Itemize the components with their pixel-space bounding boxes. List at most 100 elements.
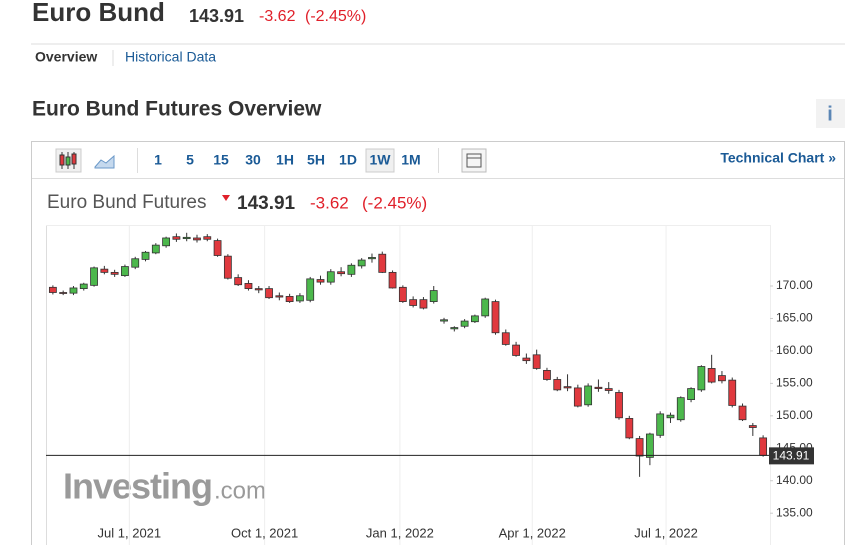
layout-button[interactable] [461, 148, 487, 173]
chart-title: Euro Bund Futures [47, 192, 206, 213]
candle-body [656, 413, 665, 436]
candle-body [718, 375, 726, 382]
candle-body [357, 259, 366, 267]
x-tick-label: Jan 1, 2022 [366, 525, 434, 540]
candle-body [759, 437, 768, 456]
candle-body [625, 418, 634, 439]
tab[interactable]: Historical Data [125, 49, 216, 65]
tab[interactable]: Overview [35, 49, 97, 65]
interval-button[interactable]: 1 [154, 152, 162, 168]
candle-body [573, 387, 582, 407]
candle-body [429, 290, 438, 302]
x-tick-label: Oct 1, 2021 [231, 525, 298, 540]
candle-body [409, 299, 418, 306]
candle-body [491, 301, 500, 334]
interval-button[interactable]: 1H [276, 152, 294, 168]
header-change: -3.62 [259, 8, 296, 25]
layout-icon [466, 153, 482, 168]
area-icon[interactable] [94, 154, 115, 169]
candle-body [244, 283, 253, 290]
candle-body [203, 236, 212, 240]
candle-body [676, 397, 685, 421]
watermark: .com [214, 477, 266, 504]
candle-body [234, 277, 243, 286]
candle-body [460, 320, 469, 327]
candle-body [748, 425, 757, 428]
candle-body [141, 251, 150, 260]
info-button[interactable] [816, 99, 845, 128]
candle-body [584, 385, 593, 406]
candle-body [79, 283, 88, 290]
candle-body [316, 279, 325, 283]
header-divider [31, 43, 845, 45]
x-tick-label: Apr 1, 2022 [499, 525, 566, 540]
down-arrow [222, 195, 230, 201]
header-change-pct: (-2.45%) [305, 8, 366, 25]
candle-body [162, 237, 171, 247]
y-tick-label: 150.00 [776, 408, 813, 422]
chart-price: 143.91 [237, 193, 296, 214]
candle-body [100, 268, 109, 273]
candle-body [738, 405, 747, 421]
candle-body [604, 388, 613, 391]
candle-body [213, 240, 222, 256]
candle-body [687, 388, 695, 401]
last-price-box [769, 447, 814, 465]
candle-body [151, 244, 160, 254]
candle-body [522, 357, 531, 362]
candle-body [182, 236, 191, 240]
candle-body [265, 288, 273, 299]
candle-body [326, 271, 335, 283]
candle-body [337, 271, 345, 275]
y-tick-label: 160.00 [776, 343, 813, 357]
interval-button[interactable]: 1D [339, 152, 357, 168]
candle-body [471, 315, 479, 323]
candle-body [728, 379, 737, 406]
interval-selected [365, 148, 395, 173]
candle-body [378, 253, 387, 273]
candle-body [121, 266, 129, 277]
interval-button[interactable]: 5H [307, 152, 325, 168]
candle-body [594, 386, 603, 389]
candle-body [388, 271, 397, 289]
candle-body [440, 319, 448, 322]
candle-body [131, 258, 140, 268]
candle-body [707, 368, 716, 383]
candle-body [553, 379, 562, 391]
candle-body [275, 295, 284, 298]
instrument-title: Euro Bund [32, 0, 165, 27]
y-tick-label: 135.00 [776, 505, 813, 519]
info-icon[interactable]: i [827, 103, 833, 125]
candle-body [563, 386, 572, 389]
chart-change: -3.62 [310, 193, 349, 212]
candle-body [666, 414, 675, 419]
candle-body [512, 344, 520, 356]
y-tick-label: 155.00 [776, 376, 813, 390]
candle-body [193, 237, 201, 241]
candle-body [48, 286, 57, 293]
y-tick-label: 140.00 [776, 473, 813, 487]
candle-body [532, 354, 541, 369]
watermark: Investing [63, 466, 212, 507]
y-tick-label: 170.00 [776, 278, 813, 292]
candle-body [172, 236, 181, 240]
interval-group: 1 5 15 30 1H 5H 1D 1W 1M [154, 148, 421, 173]
candle-body [501, 332, 510, 345]
candle-body [419, 299, 428, 309]
interval-button[interactable]: 1M [401, 152, 420, 168]
interval-button[interactable]: 30 [245, 152, 261, 168]
y-tick-label: 165.00 [776, 311, 813, 325]
interval-button[interactable]: 5 [186, 152, 194, 168]
interval-button[interactable]: 1W [370, 152, 392, 168]
candle-body [69, 287, 78, 294]
x-tick-label: Jul 1, 2022 [634, 525, 698, 540]
candle-icon [59, 152, 77, 169]
candle-body [223, 255, 232, 279]
candle-body [615, 392, 623, 419]
technical-chart-link[interactable]: Technical Chart » [720, 150, 836, 166]
candle-body [398, 286, 407, 302]
candle-body [543, 369, 551, 380]
interval-button[interactable]: 15 [213, 152, 229, 168]
